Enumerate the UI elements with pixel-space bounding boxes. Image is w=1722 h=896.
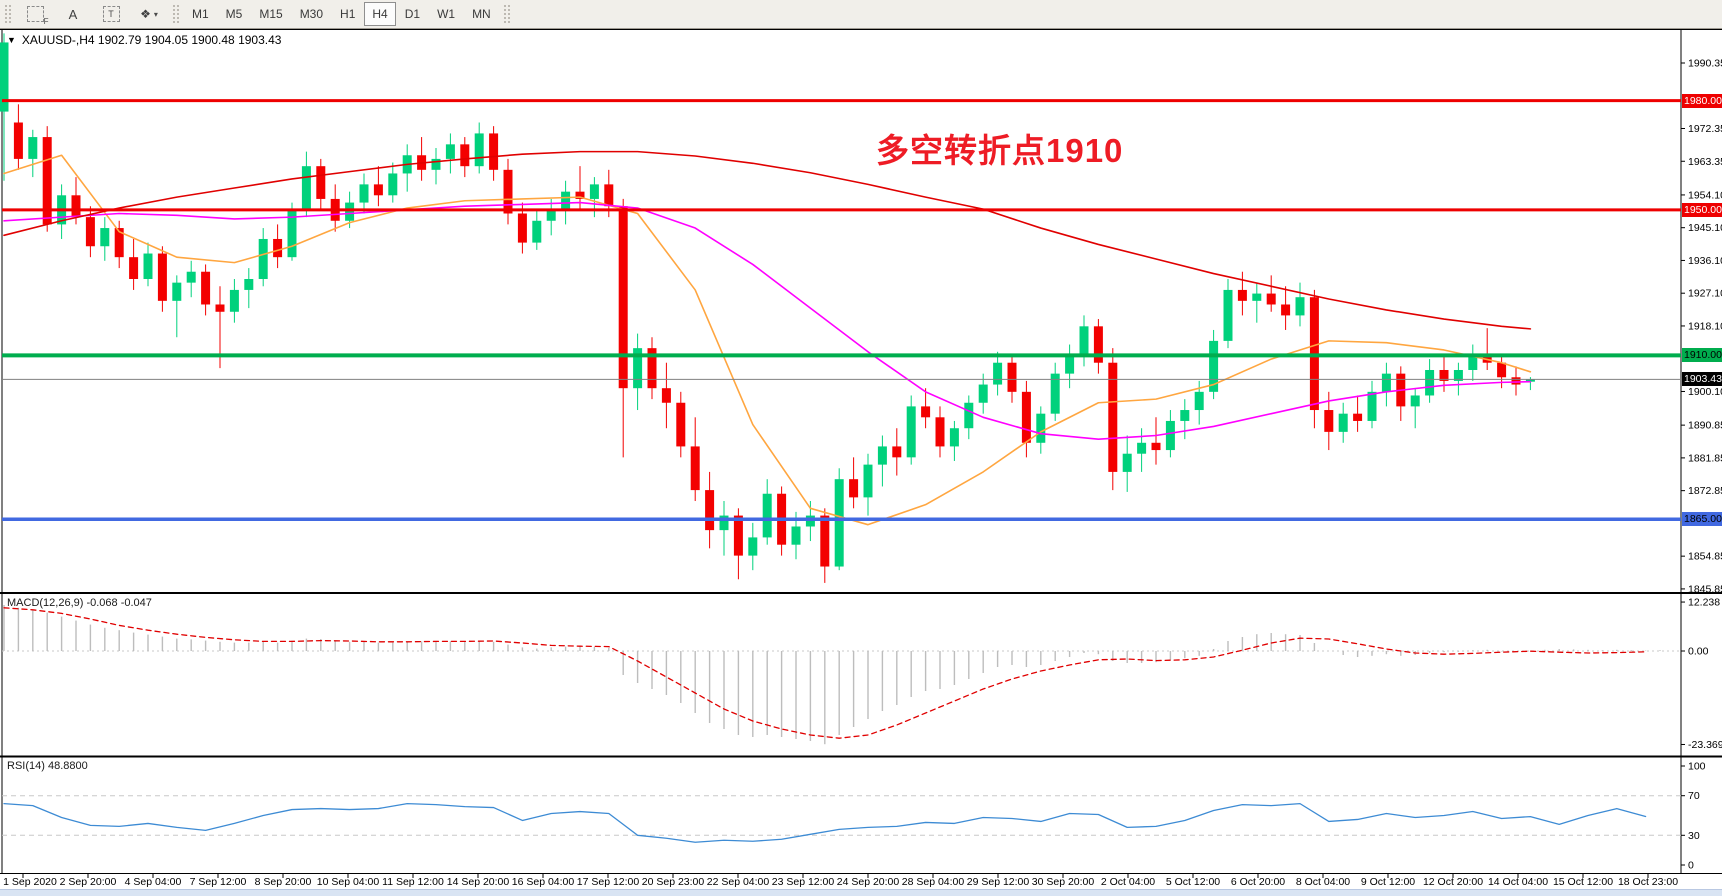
- toolbar-grip[interactable]: [4, 4, 12, 24]
- fibonacci-tool-icon: F: [26, 6, 49, 26]
- timeframe-button-m15[interactable]: M15: [259, 7, 283, 21]
- timeframe-button-m5[interactable]: M5: [225, 7, 243, 21]
- svg-text:16 Sep 04:00: 16 Sep 04:00: [512, 876, 575, 888]
- price-level-label: 1980.00: [1682, 93, 1722, 108]
- svg-text:70: 70: [1688, 790, 1700, 802]
- svg-text:18 Oct 23:00: 18 Oct 23:00: [1618, 876, 1678, 888]
- svg-text:14 Oct 04:00: 14 Oct 04:00: [1488, 876, 1548, 888]
- svg-text:1881.85: 1881.85: [1688, 452, 1722, 464]
- macd-indicator-label: MACD(12,26,9) -0.068 -0.047: [7, 597, 152, 609]
- svg-text:8 Sep 20:00: 8 Sep 20:00: [255, 876, 312, 888]
- svg-text:1890.85: 1890.85: [1688, 420, 1722, 432]
- svg-text:1845.85: 1845.85: [1688, 583, 1722, 595]
- svg-text:1900.10: 1900.10: [1688, 386, 1722, 398]
- svg-text:1 Sep 2020: 1 Sep 2020: [3, 876, 57, 888]
- timeframe-button-h1[interactable]: H1: [340, 7, 356, 21]
- svg-text:30: 30: [1688, 830, 1700, 842]
- chart-title: XAUUSD-,H4 1902.79 1904.05 1900.48 1903.…: [21, 33, 282, 47]
- svg-text:12.238: 12.238: [1688, 597, 1720, 609]
- svg-text:9 Oct 12:00: 9 Oct 12:00: [1361, 876, 1415, 888]
- chart-title-bar: ▼ XAUUSD-,H4 1902.79 1904.05 1900.48 190…: [7, 33, 281, 47]
- ma-fast: [3, 154, 1532, 526]
- svg-text:1945.10: 1945.10: [1688, 222, 1722, 234]
- svg-text:1954.10: 1954.10: [1688, 189, 1722, 201]
- svg-text:5 Oct 12:00: 5 Oct 12:00: [1166, 876, 1220, 888]
- arrows-tool-button[interactable]: ❖ ▾: [130, 1, 168, 27]
- chart-menu-arrow-icon[interactable]: ▼: [7, 35, 16, 45]
- chart-annotation-text: 多空转折点1910: [876, 132, 1124, 169]
- rsi-indicator-label: RSI(14) 48.8800: [7, 760, 88, 772]
- rsi-line: [3, 802, 1647, 843]
- svg-text:0.00: 0.00: [1688, 646, 1709, 658]
- svg-text:23 Sep 12:00: 23 Sep 12:00: [772, 876, 835, 888]
- timeframe-button-d1[interactable]: D1: [404, 7, 421, 21]
- svg-text:1963.35: 1963.35: [1688, 156, 1722, 168]
- svg-text:12 Oct 20:00: 12 Oct 20:00: [1423, 876, 1483, 888]
- price-level-label: 1910.00: [1682, 348, 1722, 363]
- svg-text:15 Oct 12:00: 15 Oct 12:00: [1553, 876, 1613, 888]
- arrows-tool-icon: ❖: [140, 7, 151, 21]
- textbox-tool-button[interactable]: T: [92, 1, 130, 27]
- svg-text:24 Sep 20:00: 24 Sep 20:00: [837, 876, 900, 888]
- svg-text:6 Oct 20:00: 6 Oct 20:00: [1231, 876, 1285, 888]
- timeframe-button-group: M1 M5 M15 M30 H1 H4 D1 W1 MN: [184, 2, 499, 26]
- svg-text:1936.10: 1936.10: [1688, 255, 1722, 267]
- text-label-tool-button[interactable]: A: [54, 1, 92, 27]
- timeframe-button-w1[interactable]: W1: [437, 7, 456, 21]
- svg-text:2 Sep 20:00: 2 Sep 20:00: [60, 876, 117, 888]
- timeframe-button-h4[interactable]: H4: [364, 2, 396, 26]
- svg-text:14 Sep 20:00: 14 Sep 20:00: [447, 876, 510, 888]
- toolbar-grip[interactable]: [172, 4, 180, 24]
- toolbar-grip[interactable]: [502, 4, 511, 24]
- svg-text:7 Sep 12:00: 7 Sep 12:00: [190, 876, 247, 888]
- svg-text:1990.35: 1990.35: [1688, 58, 1722, 70]
- svg-text:17 Sep 12:00: 17 Sep 12:00: [577, 876, 640, 888]
- timeframe-button-m1[interactable]: M1: [192, 7, 209, 21]
- svg-text:8 Oct 04:00: 8 Oct 04:00: [1296, 876, 1350, 888]
- svg-text:4 Sep 04:00: 4 Sep 04:00: [125, 876, 182, 888]
- fibonacci-tool-button[interactable]: F: [16, 1, 54, 27]
- chevron-down-icon: ▾: [153, 9, 158, 19]
- price-level-label: 1865.00: [1682, 512, 1722, 527]
- svg-text:1854.85: 1854.85: [1688, 551, 1722, 563]
- svg-text:1918.10: 1918.10: [1688, 320, 1722, 332]
- svg-text:22 Sep 04:00: 22 Sep 04:00: [707, 876, 770, 888]
- macd-signal-line: [3, 607, 1647, 739]
- svg-text:29 Sep 12:00: 29 Sep 12:00: [967, 876, 1030, 888]
- svg-text:1927.10: 1927.10: [1688, 288, 1722, 300]
- svg-text:20 Sep 23:00: 20 Sep 23:00: [642, 876, 705, 888]
- svg-text:1972.35: 1972.35: [1688, 123, 1722, 135]
- bottom-strip: [0, 889, 1722, 896]
- ma-mid: [3, 201, 1532, 440]
- price-level-label: 1903.43: [1682, 372, 1722, 387]
- textbox-tool-icon: T: [102, 6, 120, 22]
- timeframe-button-mn[interactable]: MN: [472, 7, 491, 21]
- top-toolbar: F A T ❖ ▾ M1 M5 M15 M30 H1 H4 D1 W1 MN: [0, 0, 1722, 29]
- svg-text:28 Sep 04:00: 28 Sep 04:00: [902, 876, 965, 888]
- svg-text:0: 0: [1688, 860, 1694, 872]
- svg-text:10 Sep 04:00: 10 Sep 04:00: [317, 876, 380, 888]
- svg-text:11 Sep 12:00: 11 Sep 12:00: [382, 876, 444, 888]
- svg-text:-23.369: -23.369: [1688, 739, 1722, 751]
- timeframe-button-m30[interactable]: M30: [299, 7, 324, 21]
- svg-text:2 Oct 04:00: 2 Oct 04:00: [1101, 876, 1155, 888]
- svg-text:30 Sep 20:00: 30 Sep 20:00: [1032, 876, 1095, 888]
- svg-text:100: 100: [1688, 761, 1706, 773]
- text-label-tool-icon: A: [68, 6, 78, 22]
- svg-text:1872.85: 1872.85: [1688, 485, 1722, 497]
- candles: [0, 33, 1535, 583]
- price-level-label: 1950.00: [1682, 202, 1722, 217]
- ma-slow: [3, 150, 1532, 330]
